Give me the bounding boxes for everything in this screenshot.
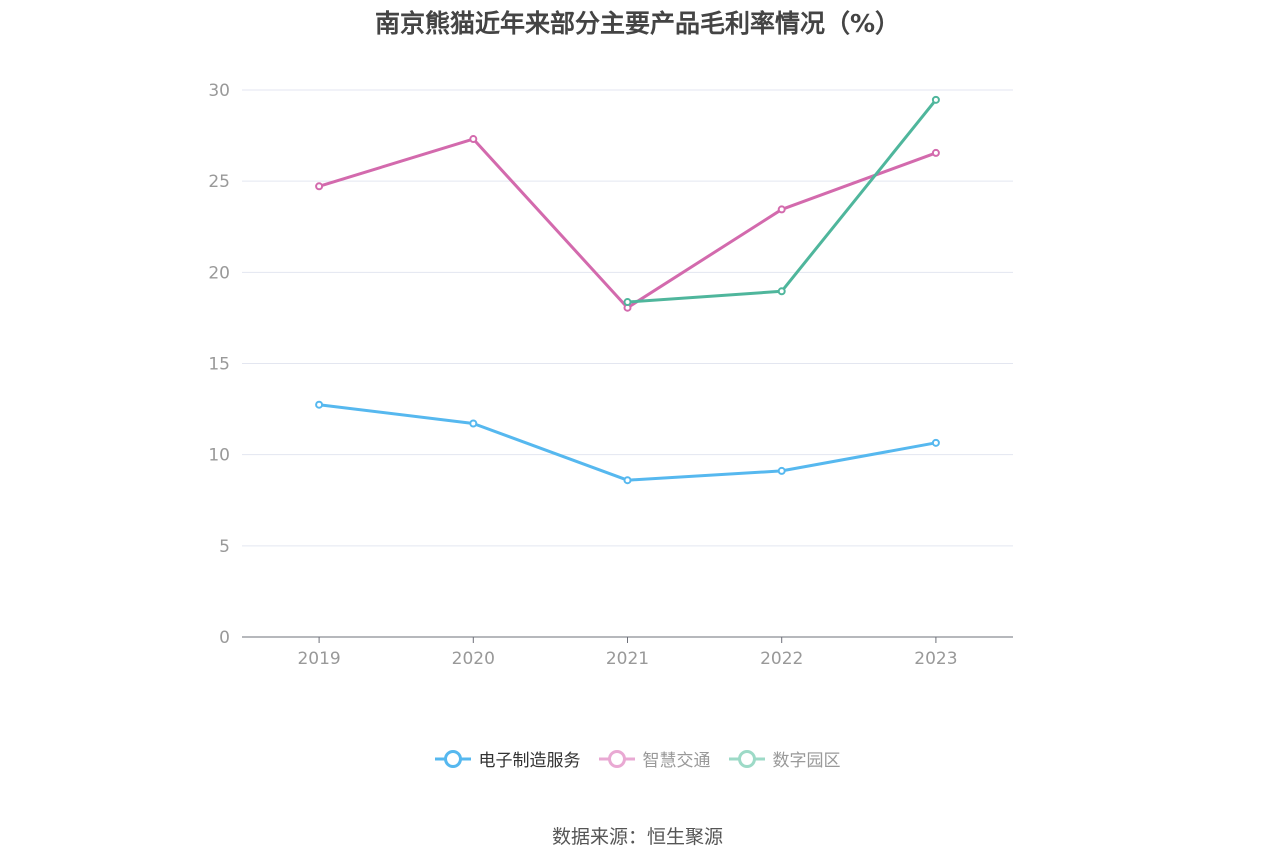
data-point[interactable]	[777, 466, 786, 475]
grid-lines	[242, 89, 1013, 547]
chart-title: 南京熊猫近年来部分主要产品毛利率情况（%）	[374, 9, 901, 38]
y-tick-label: 25	[208, 172, 230, 192]
series-line	[318, 137, 937, 310]
data-point[interactable]	[777, 205, 786, 214]
series-1	[315, 135, 940, 312]
y-tick-label: 10	[208, 446, 230, 466]
series-line	[627, 98, 938, 304]
data-point[interactable]	[931, 148, 940, 157]
legend: 电子制造服务 智慧交通 数字园区	[0, 746, 1275, 771]
y-tick-label: 30	[208, 81, 230, 101]
y-tick-label: 0	[219, 628, 230, 648]
series-lines	[315, 95, 940, 485]
legend-marker-icon	[728, 749, 765, 768]
legend-item-digital-park[interactable]: 数字园区	[728, 746, 841, 771]
y-tick-label: 20	[208, 263, 230, 283]
data-source: 数据来源：恒生聚源	[551, 826, 723, 848]
y-tick-label: 15	[208, 355, 230, 375]
y-tick-label: 5	[219, 537, 230, 557]
x-tick-label: 2023	[914, 649, 957, 669]
series-0	[315, 400, 940, 485]
data-point[interactable]	[931, 438, 940, 447]
legend-label: 数字园区	[772, 751, 841, 771]
x-tick-label: 2022	[760, 649, 803, 669]
data-point[interactable]	[469, 135, 478, 144]
data-point[interactable]	[623, 476, 632, 485]
legend-item-electronic-manufacturing[interactable]: 电子制造服务	[434, 746, 581, 771]
legend-label: 电子制造服务	[478, 751, 581, 771]
legend-marker-icon	[434, 749, 471, 768]
data-point[interactable]	[469, 419, 478, 428]
y-axis-tick-labels: 0 5 10 15 20 25 30	[208, 81, 230, 648]
x-axis-tick-labels: 2019 2020 2021 2022 2023	[297, 637, 958, 669]
x-tick-label: 2021	[606, 649, 649, 669]
data-point[interactable]	[777, 287, 786, 296]
legend-marker-icon	[598, 749, 635, 768]
data-point[interactable]	[315, 182, 324, 191]
legend-label: 智慧交通	[642, 751, 711, 771]
data-point[interactable]	[315, 400, 324, 409]
legend-item-smart-transportation[interactable]: 智慧交通	[598, 746, 711, 771]
x-tick-label: 2019	[297, 649, 340, 669]
series-line	[318, 403, 937, 482]
data-point[interactable]	[931, 95, 940, 104]
data-point[interactable]	[623, 298, 632, 307]
x-tick-label: 2020	[452, 649, 495, 669]
series-2	[623, 95, 940, 307]
line-chart: 0 5 10 15 20 25 30 2019 2020 2021 2022 2023	[208, 81, 1013, 669]
